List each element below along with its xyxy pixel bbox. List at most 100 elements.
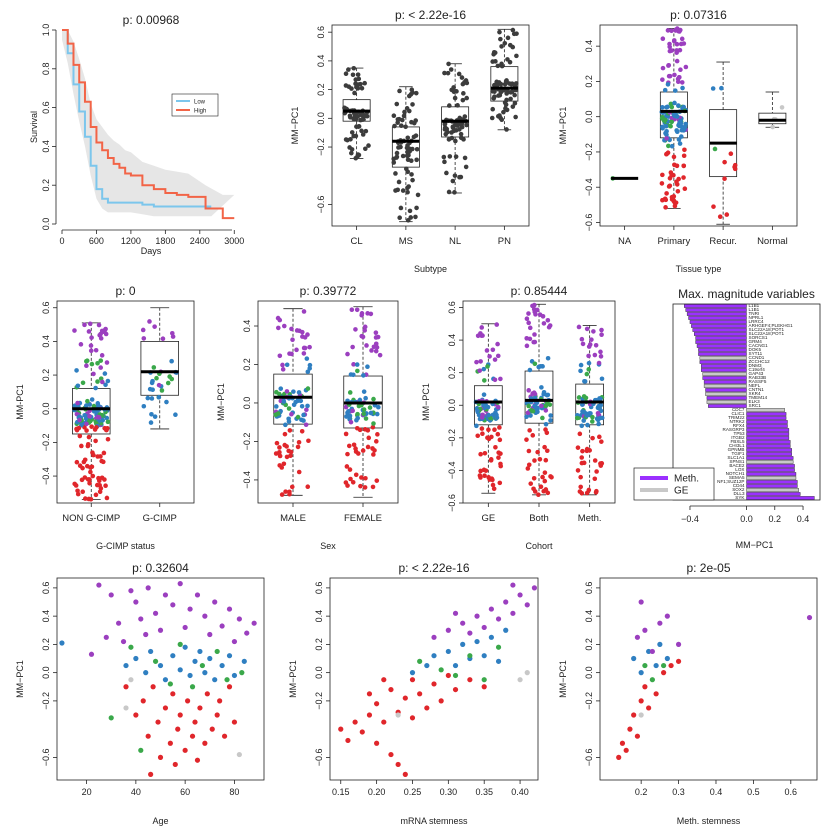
data-point xyxy=(277,445,282,450)
data-point xyxy=(660,197,665,203)
data-point xyxy=(301,412,306,418)
data-point xyxy=(409,670,416,676)
x-tick-label: NON G-CIMP xyxy=(62,513,120,524)
data-point xyxy=(526,388,532,393)
variable-bar xyxy=(746,480,798,484)
chart-title: p: 0.00968 xyxy=(123,13,180,27)
data-point xyxy=(661,662,667,669)
data-point xyxy=(409,119,414,125)
data-point xyxy=(355,82,361,87)
data-point xyxy=(679,80,685,85)
data-point xyxy=(675,641,682,647)
data-point xyxy=(510,104,516,109)
x-axis-label: mRNA stemness xyxy=(400,816,468,826)
data-point xyxy=(683,121,688,127)
data-point xyxy=(599,332,604,337)
y-tick-label: −0.2 xyxy=(584,143,594,161)
variable-bar xyxy=(746,484,798,488)
data-point xyxy=(498,36,503,42)
data-point xyxy=(128,644,134,650)
data-point xyxy=(347,413,353,419)
y-tick-label: 0.6 xyxy=(314,582,324,595)
data-point xyxy=(351,362,356,367)
data-point xyxy=(133,599,139,605)
data-point xyxy=(431,634,437,640)
data-point xyxy=(400,153,406,159)
data-point xyxy=(594,469,599,474)
variable-label: SPNS1 xyxy=(729,459,745,464)
data-point xyxy=(367,405,373,410)
data-point xyxy=(675,189,681,194)
data-point xyxy=(526,311,531,316)
data-point xyxy=(362,324,368,330)
data-point xyxy=(105,419,111,425)
data-point xyxy=(431,653,437,659)
data-point xyxy=(396,145,401,150)
data-point xyxy=(669,143,675,149)
variable-bar xyxy=(746,496,815,500)
data-point xyxy=(486,412,491,418)
data-point xyxy=(209,726,215,732)
data-point xyxy=(480,412,485,418)
data-point xyxy=(358,483,363,489)
data-point xyxy=(579,336,585,342)
data-point xyxy=(448,67,454,72)
data-point xyxy=(593,490,599,495)
y-tick-label: −0.4 xyxy=(447,462,457,480)
data-point xyxy=(167,681,173,687)
data-point xyxy=(409,715,416,721)
data-point xyxy=(281,461,287,467)
y-tick-label: −0.6 xyxy=(447,494,457,512)
data-point xyxy=(282,431,288,437)
data-point xyxy=(505,35,511,41)
data-point xyxy=(301,351,307,356)
data-point xyxy=(105,436,111,442)
data-point xyxy=(504,91,509,96)
data-point xyxy=(449,87,455,93)
x-tick-label: 20 xyxy=(82,787,92,797)
data-point xyxy=(459,75,465,80)
data-point xyxy=(455,122,461,127)
x-tick-label: 1800 xyxy=(155,236,175,246)
data-point xyxy=(376,404,381,410)
data-point xyxy=(155,719,161,725)
data-point xyxy=(197,648,203,655)
data-point xyxy=(488,458,494,463)
data-point xyxy=(490,106,496,112)
data-point xyxy=(298,398,304,404)
y-tick-label: −0.6 xyxy=(41,749,51,767)
x-tick-label: NL xyxy=(449,236,461,247)
data-point xyxy=(532,361,538,367)
data-point xyxy=(481,392,487,397)
data-point xyxy=(300,334,305,339)
data-point xyxy=(104,415,110,421)
data-point xyxy=(89,424,94,429)
data-point xyxy=(493,445,498,450)
data-point xyxy=(148,420,154,425)
data-point xyxy=(585,422,590,428)
data-point xyxy=(584,371,590,377)
data-point xyxy=(581,394,587,399)
data-point xyxy=(277,353,283,359)
x-tick-label: MALE xyxy=(280,513,306,524)
variable-label: FBXL5 xyxy=(730,439,744,444)
data-point xyxy=(631,655,637,662)
data-point xyxy=(481,467,487,473)
data-point xyxy=(402,695,408,701)
x-tick-label: 3000 xyxy=(224,236,244,246)
data-point xyxy=(354,362,360,367)
data-point xyxy=(374,478,380,483)
data-point xyxy=(591,329,596,334)
data-point xyxy=(460,641,466,647)
x-axis-label: Days xyxy=(141,246,162,256)
data-point xyxy=(666,184,672,189)
variable-bar xyxy=(685,308,747,312)
data-point xyxy=(415,192,421,198)
chart-title: p: 0.39772 xyxy=(300,284,357,298)
variable-bar xyxy=(708,404,747,408)
data-point xyxy=(351,442,357,448)
x-tick-label: 0.20 xyxy=(368,787,386,797)
data-point xyxy=(410,177,415,183)
variable-bar xyxy=(701,364,747,368)
data-point xyxy=(660,77,665,82)
